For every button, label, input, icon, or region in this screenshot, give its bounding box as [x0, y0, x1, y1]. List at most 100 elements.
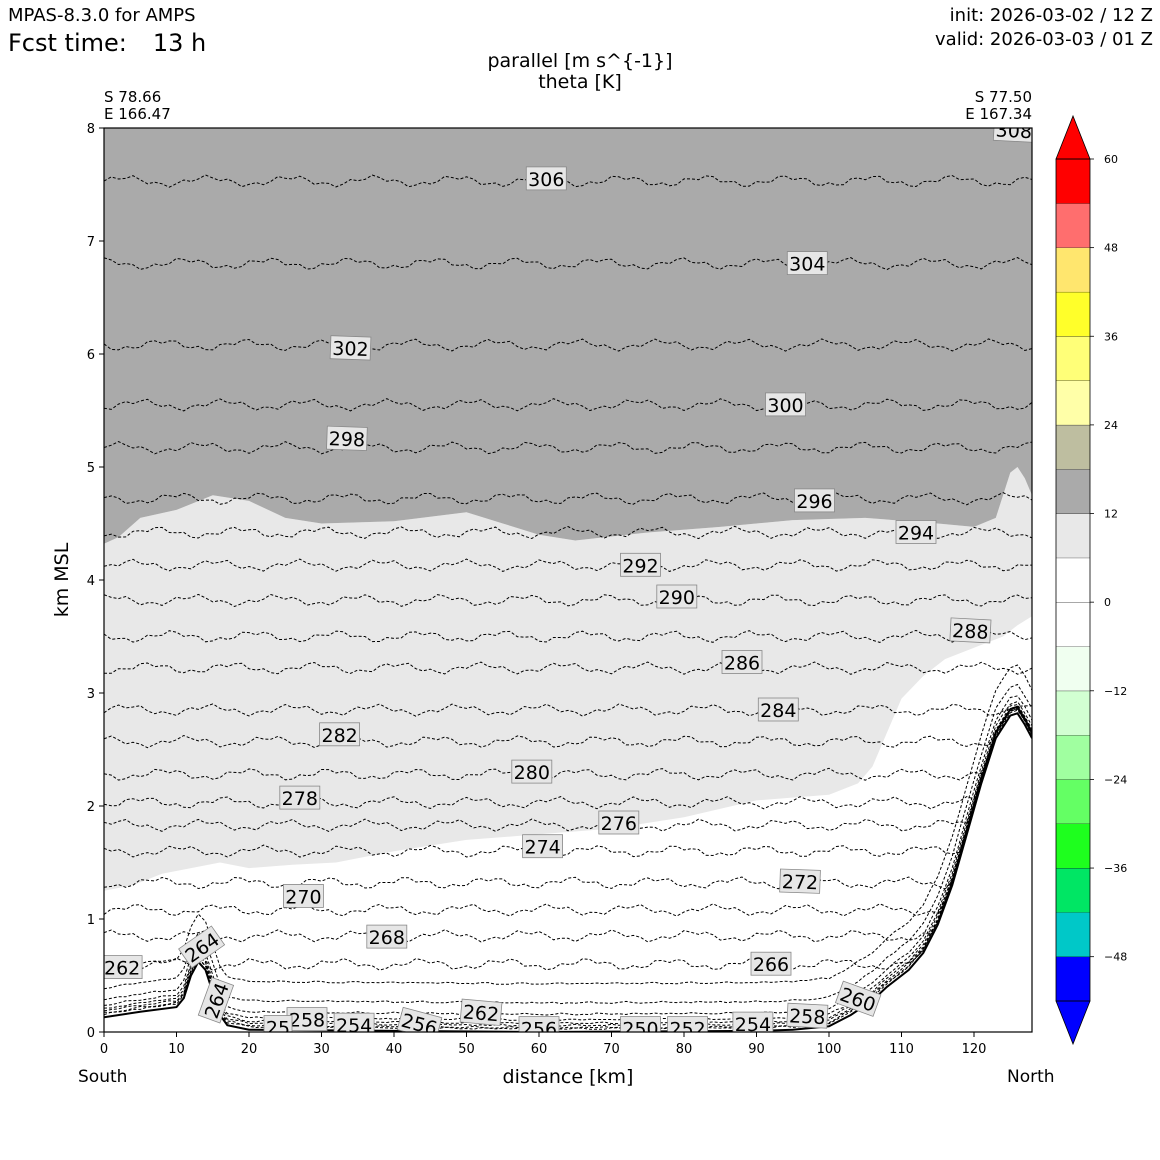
- colorbar-tick-label: −36: [1104, 862, 1127, 875]
- contour-label-box: [511, 759, 553, 784]
- contour-label: 266: [750, 951, 792, 976]
- contour-label-box: [949, 617, 992, 644]
- contour-label: 274: [522, 834, 563, 859]
- x-tick-label: 60: [531, 1042, 548, 1057]
- contour-label-text: 262: [104, 958, 140, 980]
- contour-label-box: [656, 584, 698, 609]
- contour-label-text: 282: [321, 725, 357, 747]
- colorbar-extend-low: [1055, 1000, 1091, 1046]
- theta-contour-270: [104, 707, 1032, 917]
- right-endpoint-coords: S 77.50 E 167.34: [965, 89, 1032, 123]
- contour-label-box: [178, 925, 226, 969]
- init-time: init: 2026-03-02 / 12 Z: [949, 5, 1153, 26]
- contour-label-text: 254: [336, 1015, 372, 1037]
- contour-label-text: 260: [837, 984, 879, 1017]
- colorbar-segment: [1056, 956, 1090, 1001]
- contour-label-box: [620, 552, 661, 577]
- contour-label-box: [522, 834, 563, 859]
- contour-label-text: 258: [789, 1005, 826, 1029]
- contour-label-text: 268: [369, 927, 405, 949]
- contour-label: 254: [333, 1012, 375, 1037]
- contour-label-box: [518, 1016, 560, 1032]
- contour-label: 272: [779, 868, 821, 894]
- contour-label: 280: [511, 759, 553, 784]
- contour-label-text: 296: [796, 491, 832, 513]
- colorbar-tick-label: −24: [1104, 773, 1127, 786]
- x-axis-label: distance [km]: [502, 1066, 634, 1088]
- contour-label-text: 252: [669, 1019, 705, 1041]
- y-tick-label: 3: [87, 687, 95, 702]
- shading-band-12-to-18: [104, 128, 1032, 544]
- colorbar: 60 48 36 24 12 0 −12 −24 −36 −48: [1055, 114, 1127, 1046]
- colorbar-tick-label: 12: [1104, 508, 1118, 521]
- contour-label-box: [598, 810, 640, 835]
- x-tick-label: 0: [100, 1042, 108, 1057]
- contour-label-box: [721, 650, 763, 674]
- colorbar-segment: [1056, 247, 1090, 292]
- contour-label: 284: [757, 697, 799, 722]
- contour-label: 258: [286, 1007, 328, 1032]
- colorbar-segment: [1056, 424, 1090, 470]
- theta-contour-254: [104, 705, 1032, 1027]
- contour-label: 278: [279, 785, 321, 810]
- contour-label-text: 292: [622, 555, 658, 577]
- theta-contour-306: [104, 174, 1032, 188]
- forecast-time-value: 13 h: [152, 29, 207, 57]
- theta-contour-304: [104, 257, 1032, 271]
- contour-label: 250: [620, 1016, 661, 1041]
- valid-time: valid: 2026-03-03 / 01 Z: [935, 29, 1153, 50]
- x-tick-label: 70: [603, 1042, 620, 1057]
- contour-label: 256: [518, 1016, 560, 1032]
- colorbar-tick-label: −48: [1104, 951, 1127, 964]
- contour-label-box: [197, 976, 235, 1024]
- contour-label-box: [765, 392, 806, 417]
- contour-label-text: 286: [724, 653, 760, 675]
- contour-label: 270: [282, 884, 324, 908]
- theta-contour-278: [104, 705, 1032, 810]
- contour-label: 268: [366, 924, 408, 949]
- left-latitude: S 78.66: [104, 88, 162, 106]
- colorbar-extend-high: [1055, 114, 1091, 160]
- right-longitude: E 167.34: [965, 105, 1032, 123]
- contour-label-text: 294: [898, 523, 934, 545]
- colorbar-segment: [1056, 912, 1090, 957]
- contour-label: 286: [721, 650, 763, 675]
- forecast-time: Fcst time: 13 h: [8, 29, 206, 57]
- x-tick-label: 120: [962, 1042, 987, 1057]
- colorbar-tick-label: 60: [1104, 153, 1118, 166]
- contour-label-box: [779, 868, 821, 894]
- contour-label-text: 298: [328, 428, 365, 451]
- colorbar-segment: [1056, 735, 1090, 780]
- contour-label: 298: [326, 425, 368, 451]
- theta-contour-262: [104, 683, 1032, 1005]
- colorbar-segment: [1056, 868, 1090, 913]
- colorbar-segment: [1056, 557, 1090, 603]
- contour-label-box: [757, 697, 799, 722]
- theta-contour-298: [104, 441, 1032, 455]
- colorbar-segment: [1056, 646, 1090, 691]
- contour-label-box: [834, 980, 882, 1017]
- theta-contour-288: [104, 629, 1032, 643]
- colorbar-tick-label: 0: [1104, 596, 1111, 609]
- contour-label: 256: [396, 1006, 443, 1032]
- contour-label: 304: [786, 251, 828, 276]
- contour-label-text: 306: [528, 169, 564, 191]
- plot-area: 3083063043023002982962942922902882862842…: [87, 119, 1033, 1057]
- contour-label-text: 258: [289, 1010, 325, 1032]
- theta-contour-302: [104, 338, 1032, 352]
- y-tick-label: 6: [87, 348, 95, 363]
- x-tick-label: 110: [889, 1042, 914, 1057]
- contour-label-text: 280: [514, 762, 550, 784]
- contour-label-box: [319, 722, 361, 747]
- contour-label: 308: [992, 119, 1032, 143]
- colorbar-tick-label: 24: [1104, 419, 1118, 432]
- contour-label: 300: [765, 392, 806, 417]
- contour-label: 290: [656, 584, 698, 609]
- contour-label-box: [104, 955, 143, 979]
- contour-label-text: 250: [622, 1019, 658, 1041]
- contour-label: 294: [895, 520, 937, 545]
- contour-label: 302: [329, 335, 372, 361]
- contour-label-text: 308: [995, 119, 1032, 143]
- theta-contour-286: [104, 661, 1032, 675]
